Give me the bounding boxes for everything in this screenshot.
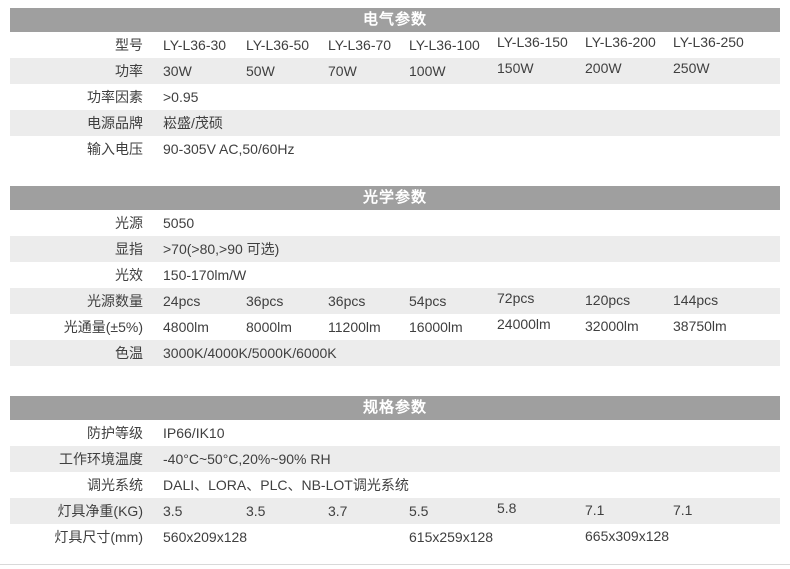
row-label: 光效 <box>115 267 143 283</box>
row-value <box>328 524 409 550</box>
row-value: LY-L36-30 <box>163 37 227 53</box>
row-value: LY-L36-200 <box>585 34 656 50</box>
spec-row: 灯具尺寸(mm) 560x209x128 615x259x128 665x309x12… <box>10 524 780 550</box>
row-value: 615x259x128 <box>409 529 494 545</box>
spec-section: 光学参数光源 5050 显指 >70(>80,>90 可选) 光效 150-170lm/W… <box>10 186 780 366</box>
row-value: 24pcs <box>163 293 201 309</box>
row-value: 7.1 <box>585 502 605 518</box>
bottom-divider <box>0 564 790 565</box>
row-value: LY-L36-50 <box>246 37 310 53</box>
row-value: 100W <box>409 63 446 79</box>
row-value: 4800lm <box>163 319 209 335</box>
row-value: LY-L36-70 <box>328 37 392 53</box>
row-value: 5.5 <box>409 503 429 519</box>
row-value: 30W <box>163 63 192 79</box>
row-value: 36pcs <box>246 293 284 309</box>
row-label: 显指 <box>115 241 143 257</box>
spec-row: 功率因素 >0.95 <box>10 84 780 110</box>
spec-row: 光源数量 24pcs 36pcs 36pcs 54pcs 72pcs 120pcs 144pc… <box>10 288 780 314</box>
row-value: 3000K/4000K/5000K/6000K <box>163 345 337 361</box>
spec-row: 型号 LY-L36-30 LY-L36-50 LY-L36-70 LY-L36-100 L… <box>10 32 780 58</box>
row-label: 色温 <box>115 345 143 361</box>
spec-section: 电气参数型号 LY-L36-30 LY-L36-50 LY-L36-70 LY-L36-… <box>10 8 780 162</box>
row-value: 70W <box>328 63 357 79</box>
row-value <box>497 521 585 547</box>
row-value: 16000lm <box>409 319 463 335</box>
row-label: 输入电压 <box>87 141 143 157</box>
row-value: 144pcs <box>673 292 719 308</box>
row-value: 5.8 <box>497 500 517 516</box>
spec-sheet: 电气参数型号 LY-L36-30 LY-L36-50 LY-L36-70 LY-L36-… <box>10 8 780 550</box>
row-label: 灯具尺寸(mm) <box>54 529 143 545</box>
row-value: LY-L36-150 <box>497 34 568 50</box>
section-title: 规格参数 <box>10 396 780 420</box>
row-value: 665x309x128 <box>585 528 670 544</box>
row-value: 32000lm <box>585 318 639 334</box>
row-value: 11200lm <box>328 319 381 335</box>
row-value: 54pcs <box>409 293 447 309</box>
section-title: 光学参数 <box>10 186 780 210</box>
row-value: >0.95 <box>163 89 199 105</box>
spec-row: 光源 5050 <box>10 210 780 236</box>
row-value: IP66/IK10 <box>163 425 225 441</box>
row-label: 功率 <box>115 63 143 79</box>
row-value <box>246 524 328 550</box>
row-label: 光源数量 <box>87 293 143 309</box>
spec-row: 显指 >70(>80,>90 可选) <box>10 236 780 262</box>
row-value: 8000lm <box>246 319 292 335</box>
row-value: 120pcs <box>585 292 631 308</box>
row-value: 24000lm <box>497 316 551 332</box>
row-value: 崧盛/茂硕 <box>163 115 223 131</box>
row-value: 3.7 <box>328 503 348 519</box>
row-value: 5050 <box>163 215 195 231</box>
row-label: 光通量(±5%) <box>63 319 143 335</box>
row-value: -40°C~50°C,20%~90% RH <box>163 451 331 467</box>
row-label: 功率因素 <box>87 89 143 105</box>
row-value: 7.1 <box>673 502 693 518</box>
spec-section: 规格参数防护等级 IP66/IK10 工作环境温度 -40°C~50°C,20%~90… <box>10 396 780 550</box>
row-value: 36pcs <box>328 293 366 309</box>
spec-row: 调光系统 DALI、LORA、PLC、NB-LOT调光系统 <box>10 472 780 498</box>
row-value: 72pcs <box>497 290 535 306</box>
row-value: DALI、LORA、PLC、NB-LOT调光系统 <box>163 477 409 493</box>
row-value: 150-170lm/W <box>163 267 247 283</box>
row-value: 560x209x128 <box>163 529 248 545</box>
row-value: >70(>80,>90 可选) <box>163 241 280 257</box>
row-value: 3.5 <box>246 503 266 519</box>
row-value: 38750lm <box>673 318 727 334</box>
row-label: 调光系统 <box>87 477 143 493</box>
row-label: 灯具净重(KG) <box>57 503 143 519</box>
row-value: 3.5 <box>163 503 183 519</box>
row-label: 工作环境温度 <box>59 451 143 467</box>
row-value: 50W <box>246 63 275 79</box>
spec-row: 功率 30W 50W 70W 100W 150W 200W 250W <box>10 58 780 84</box>
row-value: LY-L36-100 <box>409 37 480 53</box>
spec-row: 防护等级 IP66/IK10 <box>10 420 780 446</box>
spec-row: 光效 150-170lm/W <box>10 262 780 288</box>
section-title: 电气参数 <box>10 8 780 32</box>
spec-row: 光通量(±5%) 4800lm 8000lm 11200lm 16000lm 24000l… <box>10 314 780 340</box>
spec-row: 灯具净重(KG) 3.5 3.5 3.7 5.5 5.8 7.1 7.1 <box>10 498 780 524</box>
spec-row: 色温 3000K/4000K/5000K/6000K <box>10 340 780 366</box>
row-label: 光源 <box>115 215 143 231</box>
row-label: 电源品牌 <box>87 115 143 131</box>
row-value <box>673 523 780 549</box>
row-value: 250W <box>673 60 710 76</box>
row-value: 150W <box>497 60 534 76</box>
row-value: 90-305V AC,50/60Hz <box>163 141 295 157</box>
row-label: 防护等级 <box>87 425 143 441</box>
row-value: 200W <box>585 60 622 76</box>
row-value: LY-L36-250 <box>673 34 744 50</box>
spec-row: 工作环境温度 -40°C~50°C,20%~90% RH <box>10 446 780 472</box>
row-label: 型号 <box>115 37 143 53</box>
spec-row: 输入电压 90-305V AC,50/60Hz <box>10 136 780 162</box>
spec-row: 电源品牌 崧盛/茂硕 <box>10 110 780 136</box>
